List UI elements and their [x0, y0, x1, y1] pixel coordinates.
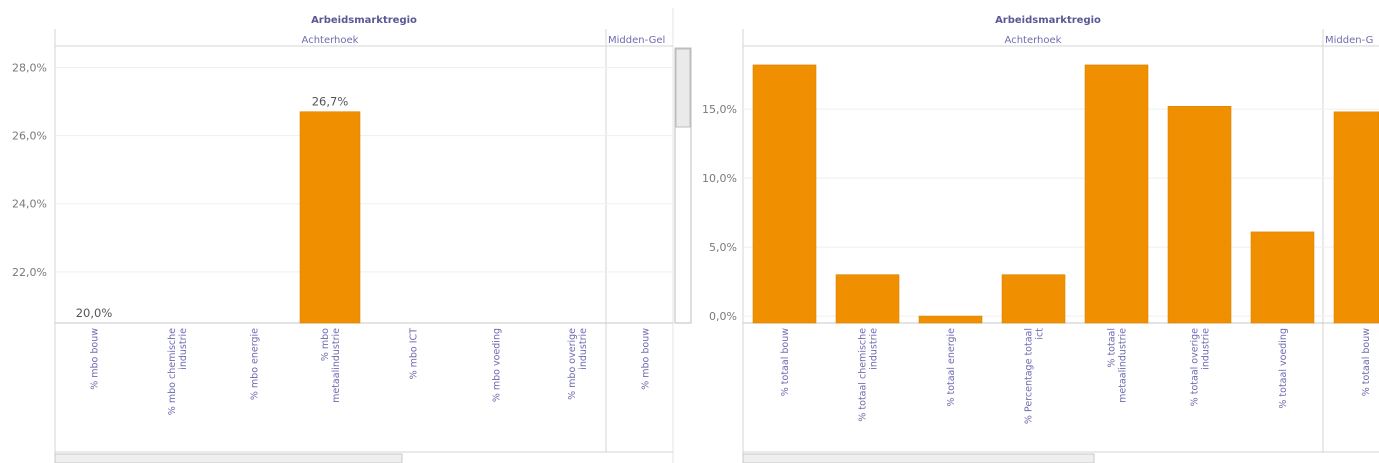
x-tick-label-line: % mbo ICT: [409, 328, 420, 380]
x-tick-label-line: % totaal: [1107, 328, 1118, 368]
x-tick-label-line: industrie: [1201, 328, 1212, 370]
x-tick-label-line: % totaal bouw: [1361, 328, 1372, 396]
x-tick-label-line: % totaal bouw: [780, 328, 791, 396]
group-header-achterhoek: Achterhoek: [302, 35, 359, 46]
x-tick-label: % totaal overige industrie: [1190, 328, 1212, 406]
group-header-midden-gel: Midden-Gel: [608, 35, 665, 46]
bar[interactable]: [1001, 274, 1066, 324]
x-tick-label-line: % mbo: [320, 328, 331, 361]
y-tick-label: 15,0%: [702, 103, 737, 116]
x-tick-label-line: % mbo bouw: [641, 328, 652, 390]
bar[interactable]: [835, 274, 900, 324]
x-tick-label-line: industrie: [578, 328, 589, 370]
bar[interactable]: [918, 315, 983, 324]
x-tick-label-line: ict: [1035, 328, 1046, 340]
bar[interactable]: [752, 64, 817, 324]
y-tick-label: 0,0%: [709, 310, 737, 323]
x-tick-label: % totaal chemische industrie: [858, 328, 880, 422]
bar[interactable]: [1084, 64, 1149, 324]
y-axis: 22,0% 24,0% 26,0% 28,0%: [12, 61, 47, 278]
x-tick-label-line: % totaal overige: [1190, 328, 1201, 406]
x-tick-label: % totaal bouw: [780, 328, 791, 396]
x-tick-label-line: % mbo overige: [567, 328, 578, 400]
x-tick-label: % mbo chemische industrie: [167, 328, 189, 415]
vertical-scrollbar-thumb[interactable]: [675, 48, 691, 128]
x-tick-label-line: % mbo voeding: [492, 328, 503, 402]
column-header-title: Arbeidsmarktregio: [995, 15, 1101, 26]
x-tick-label: % mbo overige industrie: [567, 328, 589, 400]
x-tick-label-line: % Percentage totaal: [1024, 328, 1035, 424]
x-tick-label-line: % mbo bouw: [90, 328, 101, 390]
x-tick-label: % Percentage totaal ict: [1024, 328, 1046, 424]
horizontal-scrollbar-thumb[interactable]: [742, 453, 1095, 463]
bar[interactable]: [1333, 111, 1379, 324]
bar-series: 20,0% 26,7%: [76, 95, 361, 324]
x-tick-label: % totaal voeding: [1278, 328, 1289, 409]
bar-series: [752, 64, 1379, 324]
y-tick-label: 5,0%: [709, 241, 737, 254]
right-chart-panel: Arbeidsmarktregio Achterhoek Midden-G 0,…: [702, 15, 1379, 463]
x-tick-label-line: % totaal voeding: [1278, 328, 1289, 409]
x-tick-label-line: metaalindustrie: [331, 328, 342, 403]
y-tick-label: 24,0%: [12, 198, 47, 211]
x-tick-label: % totaal energie: [946, 328, 957, 407]
left-chart-panel: Arbeidsmarktregio Achterhoek Midden-Gel …: [12, 8, 692, 463]
x-tick-label-line: industrie: [869, 328, 880, 370]
data-label: 26,7%: [312, 95, 349, 109]
x-tick-label: % mbo bouw: [90, 328, 101, 390]
x-tick-label-line: industrie: [178, 328, 189, 370]
x-tick-label: % mbo bouw: [641, 328, 652, 390]
x-tick-label-line: % mbo chemische: [167, 328, 178, 415]
data-label: 20,0%: [76, 306, 113, 320]
x-tick-label-line: % totaal chemische: [858, 328, 869, 422]
x-tick-label: % mbo voeding: [492, 328, 503, 402]
y-tick-label: 10,0%: [702, 172, 737, 185]
bar[interactable]: [1167, 106, 1232, 324]
y-tick-label: 26,0%: [12, 130, 47, 143]
x-tick-label: % mbo metaalindustrie: [320, 328, 342, 403]
horizontal-scrollbar-thumb[interactable]: [54, 453, 403, 463]
x-axis: % totaal bouw% totaal chemische industrie…: [780, 328, 1372, 424]
x-tick-label: % mbo energie: [250, 328, 261, 400]
y-tick-label: 28,0%: [12, 61, 47, 74]
y-tick-label: 22,0%: [12, 266, 47, 279]
y-axis: 0,0% 5,0% 10,0% 15,0%: [702, 103, 737, 323]
y-gridlines: [55, 66, 673, 273]
x-tick-label: % totaal bouw: [1361, 328, 1372, 396]
group-header-achterhoek: Achterhoek: [1005, 35, 1062, 46]
x-tick-label: % mbo ICT: [409, 328, 420, 380]
group-header-midden-g: Midden-G: [1325, 35, 1373, 46]
x-tick-label-line: % mbo energie: [250, 328, 261, 400]
bar[interactable]: [299, 111, 361, 324]
x-tick-label-line: % totaal energie: [946, 328, 957, 407]
x-tick-label: % totaal metaalindustrie: [1107, 328, 1129, 403]
bar[interactable]: [1250, 231, 1315, 324]
x-axis: % mbo bouw% mbo chemische industrie% mbo …: [90, 328, 652, 415]
x-tick-label-line: metaalindustrie: [1118, 328, 1129, 403]
column-header-title: Arbeidsmarktregio: [311, 15, 417, 26]
